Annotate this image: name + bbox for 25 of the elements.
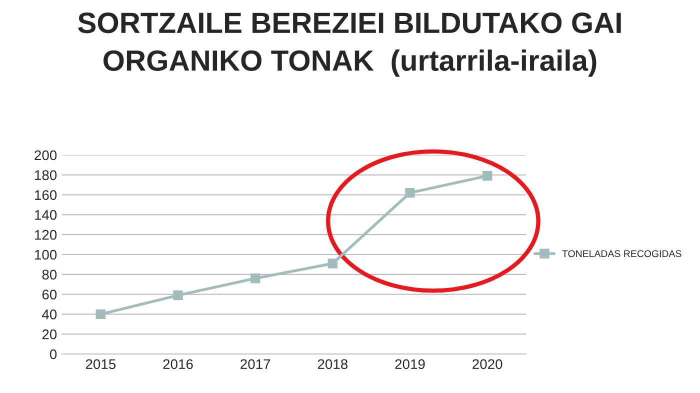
chart-title: SORTZAILE BEREZIEI BILDUTAKO GAI ORGANIKO TONAK (urtarrila-iraila) [78,12,621,77]
y-tick-label: 20 [42,329,57,340]
y-tick-label: 60 [42,290,57,300]
x-tick-label: 2017 [240,359,270,370]
point [250,274,260,284]
y-tick-label: 40 [42,310,57,320]
y-tick-label: 200 [34,150,57,160]
y-tick-label: 0 [50,349,57,360]
x-tick-label: 2020 [472,359,502,370]
point [328,258,338,268]
point [96,309,106,320]
point [482,171,492,181]
point [405,188,415,198]
y-tick-label: 100 [35,250,57,260]
y-tick-label: 120 [35,230,57,240]
y-tick-label: 180 [35,170,57,180]
x-tick-label: 2016 [163,359,193,370]
x-tick-label: 2015 [86,359,116,370]
x-tick-label: 2019 [395,359,425,370]
y-tick-label: 80 [42,270,57,280]
y-tick-label: 160 [35,190,57,200]
y-tick-label: 140 [35,210,57,220]
legend-label: TONELADAS RECOGIDAS [562,250,682,258]
x-tick-label: 2018 [318,359,348,370]
point [173,290,183,300]
